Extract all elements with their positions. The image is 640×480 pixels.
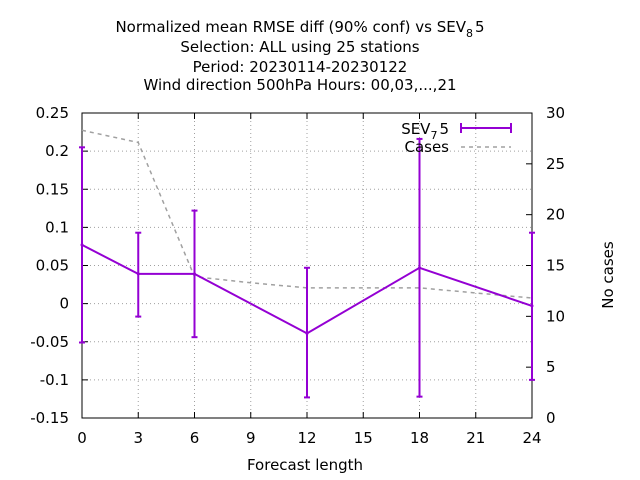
title-line: Period: 20230114-20230122: [193, 58, 408, 76]
y-tick-label: 0: [59, 295, 69, 313]
y2-tick-label: 30: [546, 104, 565, 122]
y-tick-label: -0.1: [40, 371, 69, 389]
legend-suffix: 5: [439, 120, 449, 138]
y2-tick-label: 25: [546, 155, 565, 173]
data-point: [530, 304, 534, 308]
y-tick-label: -0.05: [30, 333, 69, 351]
x-tick-label: 15: [354, 429, 373, 447]
y-tick-label: 0.15: [36, 180, 69, 198]
title-line: Normalized mean RMSE diff (90% conf) vs …: [115, 18, 484, 40]
x-tick-label: 12: [297, 429, 316, 447]
x-tick-label: 24: [522, 429, 541, 447]
title-text: Period: 20230114-20230122: [193, 58, 408, 76]
legend-sub: 7: [430, 129, 437, 142]
title-text: Wind direction 500hPa Hours: 00,03,...,2…: [143, 76, 456, 94]
y2-tick-label: 15: [546, 257, 565, 275]
data-point: [80, 243, 84, 247]
y-tick-label: 0.25: [36, 104, 69, 122]
chart-title: Normalized mean RMSE diff (90% conf) vs …: [115, 18, 484, 94]
y-tick-label: 0.1: [45, 218, 69, 236]
y2-tick-label: 20: [546, 206, 565, 224]
title-ref-suffix: 5: [475, 18, 485, 36]
title-text: Normalized mean RMSE diff (90% conf) vs …: [115, 18, 466, 36]
y-axis: 0.25 0.2 0.15 0.1 0.05 0 -0.05 -0.1 -0.15: [30, 104, 88, 427]
legend-label-sev: SEV7 5: [401, 120, 449, 142]
x-tick-label: 3: [133, 429, 143, 447]
sev-line: [81, 244, 533, 335]
series-layer: [79, 129, 535, 399]
x-axis-label: Forecast length: [247, 456, 363, 474]
title-line: Selection: ALL using 25 stations: [180, 38, 419, 56]
data-point: [193, 272, 196, 276]
x-tick-label: 21: [466, 429, 485, 447]
y2-axis: 30 25 20 15 10 5 0: [526, 104, 565, 427]
x-tick-label: 18: [410, 429, 429, 447]
y2-tick-label: 10: [546, 307, 565, 325]
title-text: Selection: ALL using 25 stations: [180, 38, 419, 56]
y2-tick-label: 5: [546, 358, 556, 376]
y2-axis-label: No cases: [599, 241, 617, 309]
y-tick-label: 0.05: [36, 257, 69, 275]
x-tick-label: 9: [246, 429, 256, 447]
data-point: [136, 272, 140, 276]
y2-tick-label: 0: [546, 409, 556, 427]
title-ref-sub: 8: [466, 27, 473, 40]
y-tick-label: 0.2: [45, 142, 69, 160]
data-point: [418, 266, 421, 270]
legend-base: SEV: [401, 120, 431, 138]
y-tick-label: -0.15: [30, 409, 69, 427]
legend-label-cases: Cases: [404, 138, 449, 156]
x-tick-label: 0: [77, 429, 87, 447]
data-point: [305, 331, 309, 335]
x-axis: 0 3 6 9 12 15 18 21 24: [77, 113, 542, 447]
title-line: Wind direction 500hPa Hours: 00,03,...,2…: [143, 76, 456, 94]
cases-line: [81, 129, 533, 299]
x-tick-label: 6: [190, 429, 200, 447]
